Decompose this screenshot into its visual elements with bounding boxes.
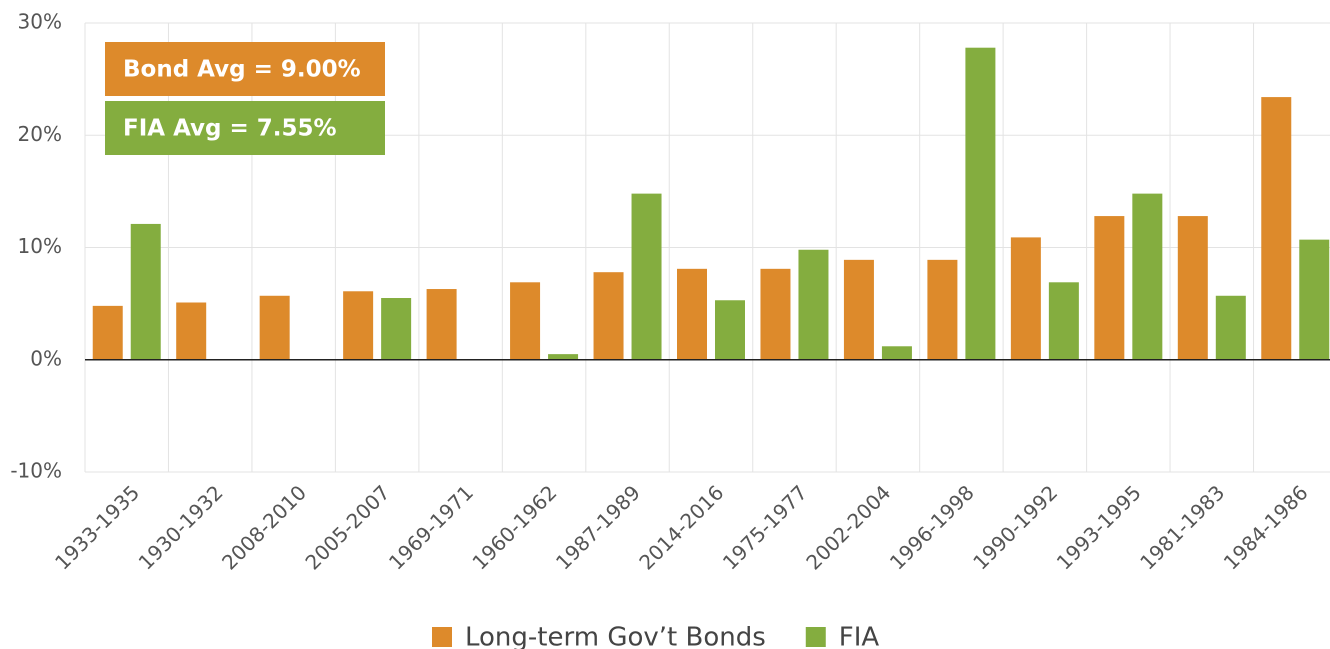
x-tick-label: 1996-1998 xyxy=(885,480,979,574)
bar xyxy=(881,346,912,360)
bar xyxy=(1215,295,1246,360)
bar xyxy=(1094,216,1125,360)
bar xyxy=(715,300,745,360)
annotation-text: FIA Avg = 7.55% xyxy=(123,116,337,142)
bar xyxy=(1299,239,1330,360)
x-tick-label: 1987-1989 xyxy=(551,480,645,574)
bar xyxy=(593,272,624,360)
bar xyxy=(548,354,579,360)
bar xyxy=(510,282,541,360)
x-tick-label: 2005-2007 xyxy=(301,480,395,574)
annotation-box xyxy=(105,101,385,155)
bar xyxy=(760,268,791,360)
bar xyxy=(1177,216,1208,360)
x-tick-label: 2002-2004 xyxy=(801,480,895,574)
legend-swatch xyxy=(432,627,452,647)
x-tick-label: 2014-2016 xyxy=(634,480,728,574)
x-tick-label: 1969-1971 xyxy=(384,480,478,574)
annotation-box xyxy=(105,42,385,96)
bar xyxy=(1048,282,1079,360)
bar xyxy=(381,298,412,360)
x-tick-label: 1960-1962 xyxy=(467,480,561,574)
x-tick-label: 1930-1932 xyxy=(134,480,228,574)
bar xyxy=(130,223,161,360)
bar xyxy=(1010,237,1041,360)
bar xyxy=(176,302,207,360)
x-tick-label: 1990-1992 xyxy=(968,480,1062,574)
bar xyxy=(1132,193,1163,360)
y-tick-label: 10% xyxy=(18,234,62,258)
bar xyxy=(426,289,457,360)
y-tick-label: -10% xyxy=(10,459,62,483)
x-tick-label: 1933-1935 xyxy=(50,480,144,574)
bar xyxy=(798,249,829,360)
x-tick-label: 1984-1986 xyxy=(1219,480,1313,574)
bar xyxy=(965,47,996,360)
legend-swatch xyxy=(805,627,826,647)
bar xyxy=(631,193,662,360)
y-tick-label: 0% xyxy=(30,346,62,370)
y-tick-label: 20% xyxy=(18,122,62,146)
x-tick-label: 1981-1983 xyxy=(1135,480,1229,574)
x-tick-label: 1993-1995 xyxy=(1052,480,1146,574)
bar xyxy=(927,259,958,360)
y-tick-label: 30% xyxy=(18,10,62,34)
legend-label: FIA xyxy=(839,623,880,649)
annotation-text: Bond Avg = 9.00% xyxy=(123,57,361,83)
bar xyxy=(343,291,374,360)
bar xyxy=(843,259,874,360)
x-tick-label: 2008-2010 xyxy=(217,480,311,574)
x-tick-label: 1975-1977 xyxy=(718,480,812,574)
bar xyxy=(92,305,123,360)
bar xyxy=(259,295,290,360)
legend-label: Long-term Gov’t Bonds xyxy=(465,623,766,649)
bar xyxy=(1261,97,1292,360)
bar xyxy=(677,268,707,360)
